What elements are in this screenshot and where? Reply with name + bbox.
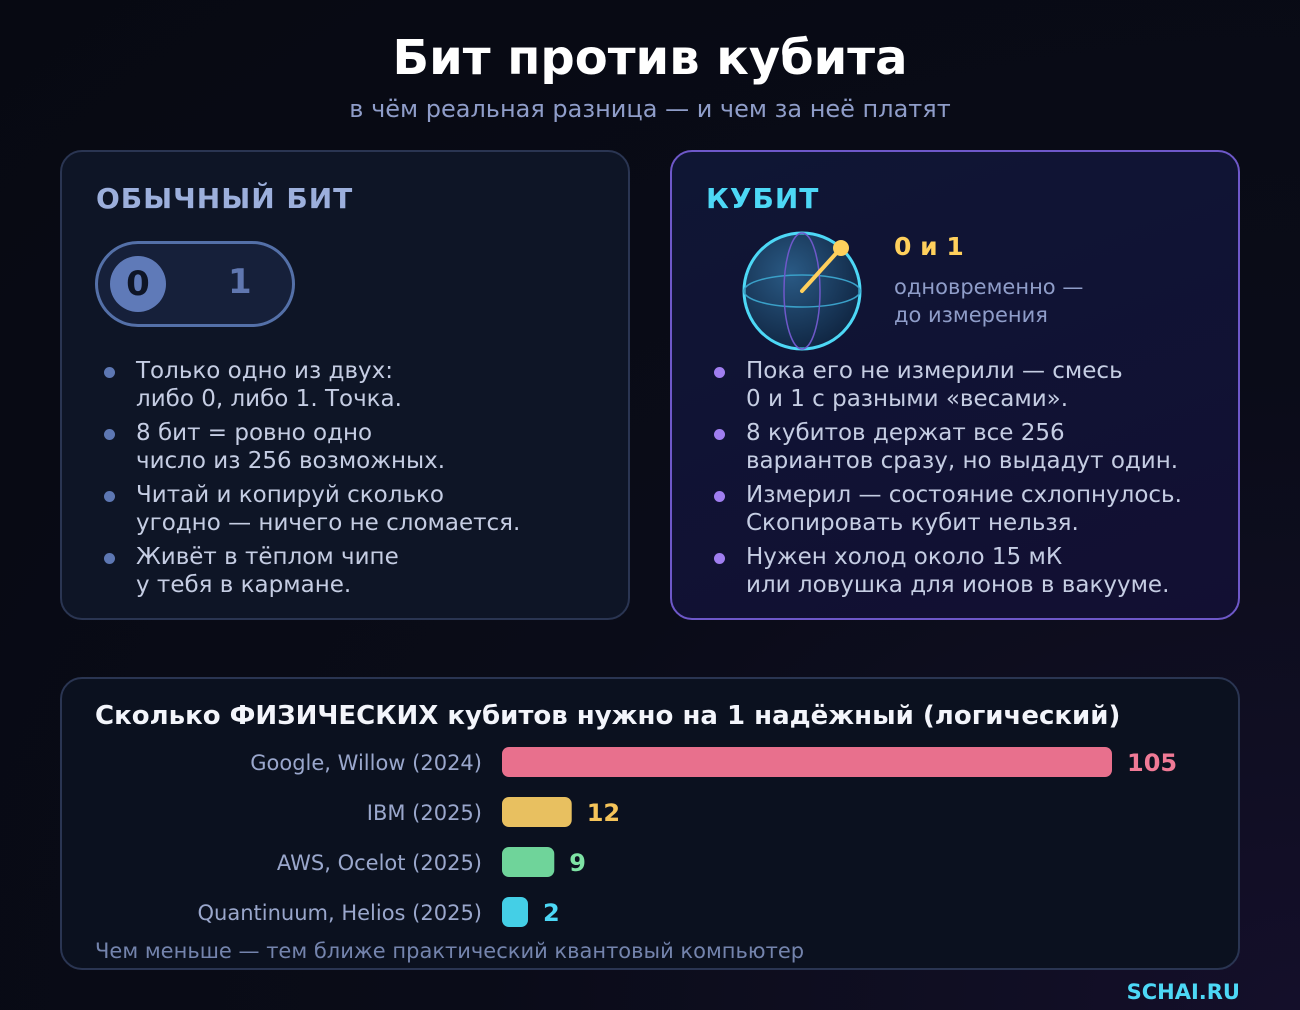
bar-chart: Google, Willow (2024) 105 IBM (2025) 12 AWS,… — [198, 747, 1177, 927]
bar-value-label: 105 — [1127, 749, 1177, 777]
list-item: Только одно из двух: либо 0, либо 1. Точ… — [102, 357, 608, 413]
bar-value-label: 12 — [587, 799, 620, 827]
qubit-heading: КУБИТ — [706, 182, 820, 215]
superposition-note: одновременно — до измерения — [894, 275, 1084, 327]
chart-title: Сколько ФИЗИЧЕСКИХ кубитов нужно на 1 на… — [95, 701, 1121, 731]
bar-value-label: 9 — [569, 849, 586, 877]
list-item: Пока его не измерили — смесь 0 и 1 с раз… — [712, 357, 1218, 413]
chart-note: Чем меньше — тем ближе практический кван… — [95, 939, 805, 963]
bit-facts-list: Только одно из двух: либо 0, либо 1. Точ… — [102, 357, 608, 605]
toggle-label-one: 1 — [228, 262, 252, 302]
superposition-label: 0 и 1 — [894, 232, 964, 261]
bar — [502, 847, 555, 877]
bar — [502, 897, 528, 927]
list-item: Читай и копируй сколько угодно — ничего … — [102, 481, 608, 537]
bar — [502, 797, 572, 827]
list-item: Живёт в тёплом чипе у тебя в кармане. — [102, 543, 608, 599]
list-item: Нужен холод около 15 мК или ловушка для … — [712, 543, 1218, 599]
brand-logo: SCHAI.RU — [1126, 980, 1240, 1004]
qubit-card: КУБИТ 0 и 1 одновременно — до измерения … — [670, 150, 1240, 620]
bar-value-label: 2 — [543, 899, 560, 927]
bit-heading: ОБЫЧНЫЙ БИТ — [96, 182, 354, 215]
bloch-sphere-icon — [742, 231, 862, 351]
qubit-overhead-chart-card: Сколько ФИЗИЧЕСКИХ кубитов нужно на 1 на… — [60, 677, 1240, 970]
category-label: Google, Willow (2024) — [250, 751, 482, 775]
bit-toggle: 0 1 — [95, 241, 295, 327]
list-item: 8 бит = ровно одно число из 256 возможны… — [102, 419, 608, 475]
bar — [502, 747, 1112, 777]
category-label: AWS, Ocelot (2025) — [277, 851, 482, 875]
category-label: Quantinuum, Helios (2025) — [198, 901, 483, 925]
list-item: 8 кубитов держат все 256 вариантов сразу… — [712, 419, 1218, 475]
classical-bit-card: ОБЫЧНЫЙ БИТ 0 1 Только одно из двух: либ… — [60, 150, 630, 620]
toggle-knob-zero: 0 — [110, 256, 166, 312]
page-title: Бит против кубита — [392, 30, 908, 86]
list-item: Измерил — состояние схлопнулось. Скопиро… — [712, 481, 1218, 537]
page-subtitle: в чём реальная разница — и чем за неё пл… — [349, 95, 951, 123]
qubit-facts-list: Пока его не измерили — смесь 0 и 1 с раз… — [712, 357, 1218, 605]
category-label: IBM (2025) — [367, 801, 482, 825]
